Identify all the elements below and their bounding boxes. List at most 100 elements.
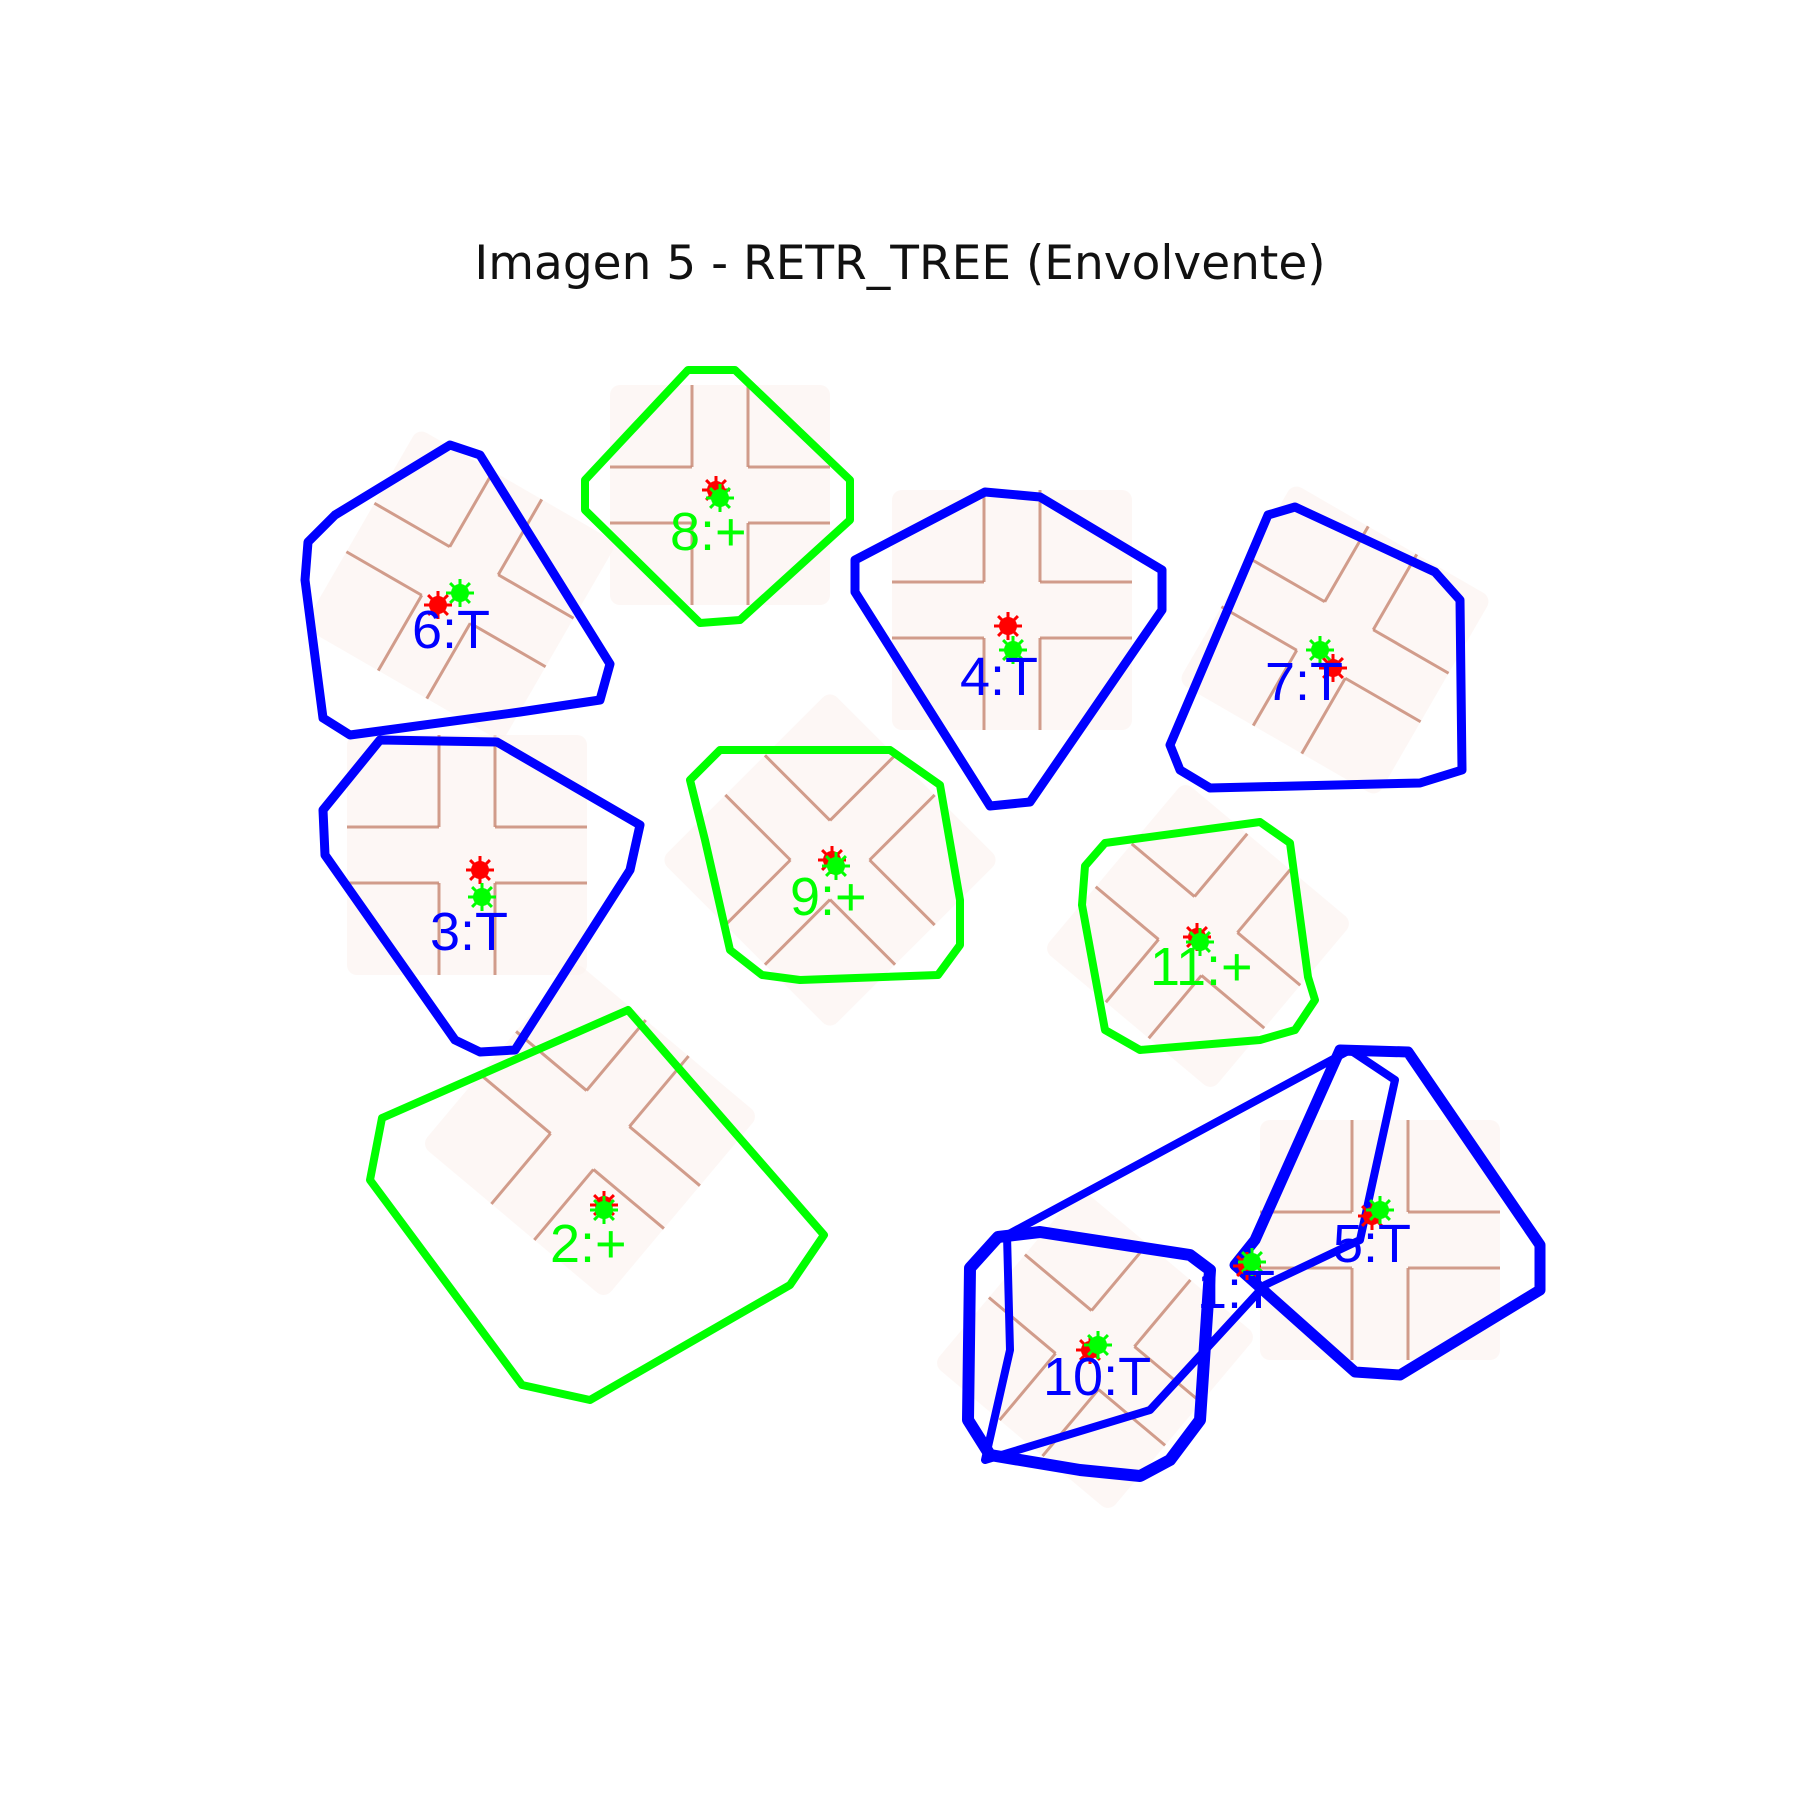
tile-line <box>868 793 936 862</box>
centroid-red-4-ray <box>997 615 1010 628</box>
tile-line <box>1236 868 1292 934</box>
centroid-green-9-ray <box>834 855 847 868</box>
contour-6 <box>300 440 615 740</box>
tile-line <box>345 550 423 597</box>
shape-label-6: 6:T <box>412 600 490 660</box>
tile-line <box>1104 938 1160 1004</box>
centroid-green-3-ray <box>480 886 493 899</box>
contour-10 <box>962 1226 1216 1482</box>
tile-line <box>425 622 472 700</box>
centroid-red-6 <box>424 591 452 619</box>
tile-pattern-4 <box>892 490 1132 730</box>
centroid-green-4-ray <box>1011 639 1024 652</box>
tile-line <box>1130 842 1196 898</box>
centroid-green-4-ray <box>1011 648 1024 661</box>
centroid-green-8 <box>706 484 734 512</box>
tile-line <box>490 1132 552 1205</box>
centroid-red-6-ray <box>427 603 440 616</box>
centroid-green-8-ray <box>709 487 722 500</box>
centroid-green-10 <box>1084 1331 1112 1359</box>
tile-line <box>1094 885 1160 941</box>
centroid-red-6-ray <box>427 594 440 607</box>
tile-line <box>1372 628 1450 675</box>
centroid-green-11-ray <box>1198 931 1211 944</box>
centroid-green-5-ray <box>1378 1208 1391 1221</box>
tile-line <box>628 1125 701 1187</box>
tile-line <box>987 1296 1057 1355</box>
tile-line <box>448 470 495 548</box>
centroid-red-6-ray <box>436 594 449 607</box>
shape-label-1: 1:T <box>1197 1260 1275 1320</box>
centroid-green-4-ray <box>1002 639 1015 652</box>
centroid-green-5-ray <box>1369 1208 1382 1221</box>
shape-label-10: 10:T <box>1043 1347 1151 1407</box>
tile-pattern-5 <box>1260 1120 1500 1360</box>
centroid-green-2-ray <box>593 1199 606 1212</box>
centroid-red-3-ray <box>478 868 491 881</box>
centroid-red-3-ray <box>469 868 482 881</box>
tile-line <box>1236 931 1302 987</box>
centroid-green-1-ray <box>1241 1260 1254 1273</box>
centroid-green-8-ray <box>718 496 731 509</box>
centroid-green-6-ray <box>458 582 471 595</box>
tile-background <box>347 735 587 975</box>
centroid-green-8-ray <box>718 487 731 500</box>
tile-line <box>497 573 575 620</box>
centroid-green-3-ray <box>471 886 484 899</box>
tile-line <box>1251 649 1299 727</box>
centroid-green-2-ray <box>602 1199 615 1212</box>
centroid-green-5-ray <box>1369 1199 1382 1212</box>
centroid-green-10-ray <box>1087 1334 1100 1347</box>
tile-line <box>998 1352 1057 1422</box>
centroid-red-3-ray <box>478 859 491 872</box>
tile-line <box>515 1030 588 1092</box>
tile-line <box>1193 832 1249 898</box>
tile-line <box>479 1073 552 1135</box>
centroid-green-7-ray <box>1309 648 1322 661</box>
centroid-green-7-ray <box>1318 639 1331 652</box>
centroid-green-1 <box>1238 1248 1266 1276</box>
centroid-green-6-ray <box>458 591 471 604</box>
centroid-green-10-ray <box>1096 1334 1109 1347</box>
tile-line <box>1200 974 1266 1030</box>
centroid-green-10-ray <box>1087 1343 1100 1356</box>
centroid-red-8-ray <box>705 479 718 492</box>
tile-line <box>763 898 832 966</box>
centroid-green-9-ray <box>834 864 847 877</box>
contour-11 <box>1078 818 1319 1054</box>
tile-line <box>585 1019 647 1092</box>
tile-line <box>1041 1388 1100 1458</box>
centroid-green-11-ray <box>1198 940 1211 953</box>
centroid-red-7-ray <box>1322 657 1335 670</box>
tile-line <box>828 898 897 966</box>
contour-4 <box>850 487 1167 811</box>
centroid-green-7-ray <box>1318 648 1331 661</box>
tile-line <box>1147 974 1203 1040</box>
tile-line <box>1023 1253 1093 1312</box>
centroid-green-3 <box>468 883 496 911</box>
tile-line <box>1090 1242 1149 1312</box>
centroid-green-9-ray <box>825 855 838 868</box>
contour-3 <box>318 735 645 1057</box>
tile-line <box>1248 556 1326 604</box>
centroid-green-2-ray <box>593 1208 606 1221</box>
centroid-green-11-ray <box>1189 931 1202 944</box>
shape-label-3: 3:T <box>430 902 508 962</box>
centroid-green-3-ray <box>480 895 493 908</box>
centroid-green-6-ray <box>449 582 462 595</box>
shape-label-4: 4:T <box>960 647 1038 707</box>
centroid-green-8-ray <box>709 496 722 509</box>
tile-line <box>868 858 936 927</box>
centroid-red-4-ray <box>1006 615 1019 628</box>
tile-line <box>763 754 832 822</box>
tile-line <box>1133 1278 1192 1348</box>
centroid-green-4 <box>999 636 1027 664</box>
centroid-green-3-ray <box>471 895 484 908</box>
centroid-red-4-ray <box>1006 624 1019 637</box>
shape-label-8: 8:+ <box>670 502 747 562</box>
centroid-green-1-ray <box>1241 1251 1254 1264</box>
centroid-red-3 <box>466 856 494 884</box>
tile-line <box>1133 1345 1203 1404</box>
